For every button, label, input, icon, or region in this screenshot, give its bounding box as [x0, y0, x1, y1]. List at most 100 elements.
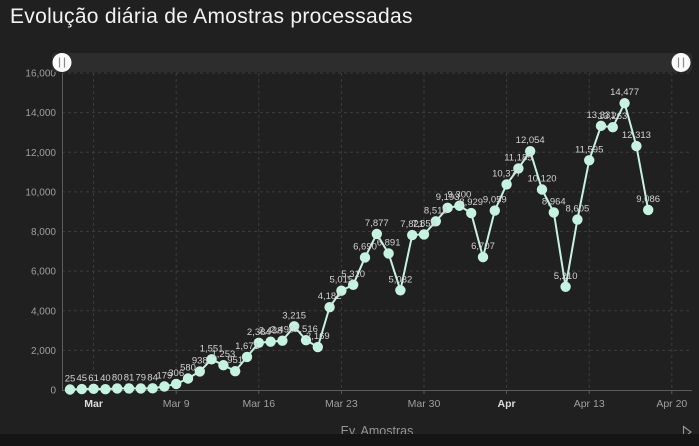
point-value-label: 11,595 — [575, 144, 603, 155]
data-point[interactable] — [418, 229, 430, 240]
point-value-label: 10,120 — [527, 173, 556, 184]
x-tick-label: Mar 23 — [325, 398, 358, 410]
y-tick-label: 14,000 — [25, 108, 56, 119]
x-tick-label: Apr 20 — [656, 398, 687, 410]
data-point[interactable] — [572, 214, 583, 225]
page-title: Evolução diária de Amostras processadas — [10, 5, 413, 28]
point-value-label: 8,605 — [566, 204, 590, 215]
data-point[interactable] — [171, 378, 182, 390]
point-value-label: 9,300 — [448, 190, 472, 201]
point-value-label: 12,313 — [622, 130, 651, 141]
x-tick-label: Mar 30 — [408, 398, 441, 410]
range-start-grip[interactable] — [52, 53, 72, 72]
point-value-label: 2,516 — [294, 324, 318, 335]
data-point[interactable] — [112, 383, 123, 394]
point-value-label: 5,210 — [554, 271, 578, 282]
point-value-label: 40 — [100, 373, 111, 384]
point-value-label: 580 — [180, 363, 196, 374]
data-point[interactable] — [76, 383, 88, 395]
data-point[interactable] — [64, 384, 76, 395]
data-point[interactable] — [159, 381, 170, 392]
data-point[interactable] — [348, 279, 359, 290]
data-point[interactable] — [277, 335, 288, 346]
point-value-label: 84 — [147, 372, 158, 383]
data-point[interactable] — [194, 366, 205, 377]
data-point[interactable] — [489, 205, 500, 216]
data-point[interactable] — [595, 120, 607, 132]
data-point[interactable] — [300, 334, 312, 346]
data-point[interactable] — [442, 202, 453, 214]
point-value-label: 8,964 — [542, 196, 566, 207]
data-point[interactable] — [312, 341, 323, 353]
point-value-label: 1,671 — [235, 341, 259, 352]
point-value-label: 179 — [156, 370, 172, 381]
data-point[interactable] — [548, 207, 559, 218]
range-end-grip[interactable] — [671, 53, 691, 72]
data-point[interactable] — [218, 359, 229, 371]
data-point[interactable] — [324, 301, 335, 313]
point-value-label: 2,490 — [271, 325, 295, 336]
point-value-label: 6,690 — [353, 241, 377, 252]
point-value-label: 12,054 — [516, 135, 545, 146]
data-point[interactable] — [631, 140, 642, 152]
data-point[interactable] — [513, 163, 524, 174]
data-point[interactable] — [230, 365, 241, 377]
point-value-label: 2,384 — [247, 327, 271, 338]
data-point[interactable] — [359, 252, 371, 263]
point-value-label: 7,821 — [400, 219, 424, 230]
data-point[interactable] — [182, 373, 194, 384]
data-point[interactable] — [560, 281, 571, 292]
point-value-label: 938 — [192, 355, 208, 366]
scrollbar-track[interactable] — [52, 53, 692, 72]
point-value-label: 5,032 — [389, 274, 413, 285]
data-point[interactable] — [466, 207, 477, 219]
point-value-label: 8,516 — [424, 205, 448, 216]
data-point[interactable] — [454, 200, 465, 211]
x-tick-label: Apr 13 — [574, 398, 605, 410]
data-point[interactable] — [430, 216, 441, 227]
data-point[interactable] — [395, 285, 406, 296]
data-point[interactable] — [135, 383, 146, 394]
data-point[interactable] — [477, 251, 489, 263]
data-point[interactable] — [525, 145, 536, 157]
data-point[interactable] — [619, 97, 630, 109]
point-value-label: 951 — [227, 355, 243, 366]
point-value-label: 81 — [124, 372, 135, 383]
point-value-label: 1,253 — [212, 349, 236, 360]
y-tick-label: 0 — [50, 386, 56, 397]
data-point[interactable] — [88, 383, 99, 394]
data-point[interactable] — [241, 351, 253, 363]
data-point[interactable] — [123, 383, 135, 394]
data-point[interactable] — [206, 354, 217, 365]
data-point[interactable] — [407, 229, 418, 241]
point-value-label: 13,331 — [586, 110, 615, 121]
point-value-label: 2,438 — [259, 326, 283, 337]
data-point[interactable] — [584, 155, 595, 166]
y-tick-label: 6,000 — [31, 267, 56, 278]
y-tick-label: 8,000 — [31, 227, 56, 238]
data-point[interactable] — [607, 122, 618, 133]
point-value-label: 5,015 — [330, 275, 354, 286]
data-point[interactable] — [265, 336, 276, 347]
x-tick-label: Mar — [84, 398, 103, 410]
data-point[interactable] — [383, 248, 394, 259]
data-point[interactable] — [147, 383, 158, 394]
data-point[interactable] — [100, 384, 111, 395]
point-value-label: 1,551 — [200, 343, 224, 354]
data-point[interactable] — [289, 321, 300, 332]
data-point[interactable] — [501, 179, 512, 190]
x-tick-label: Apr — [498, 398, 516, 410]
y-tick-label: 12,000 — [25, 148, 56, 159]
point-value-label: 9,193 — [436, 192, 460, 203]
scrollbar — [52, 53, 692, 72]
point-value-label: 13,263 — [598, 111, 627, 122]
data-point[interactable] — [643, 204, 654, 216]
data-point[interactable] — [371, 228, 382, 240]
data-point[interactable] — [253, 337, 264, 348]
point-value-label: 6,891 — [377, 237, 401, 248]
footer-bar — [0, 434, 699, 446]
data-point[interactable] — [536, 184, 548, 195]
data-point[interactable] — [336, 285, 347, 296]
